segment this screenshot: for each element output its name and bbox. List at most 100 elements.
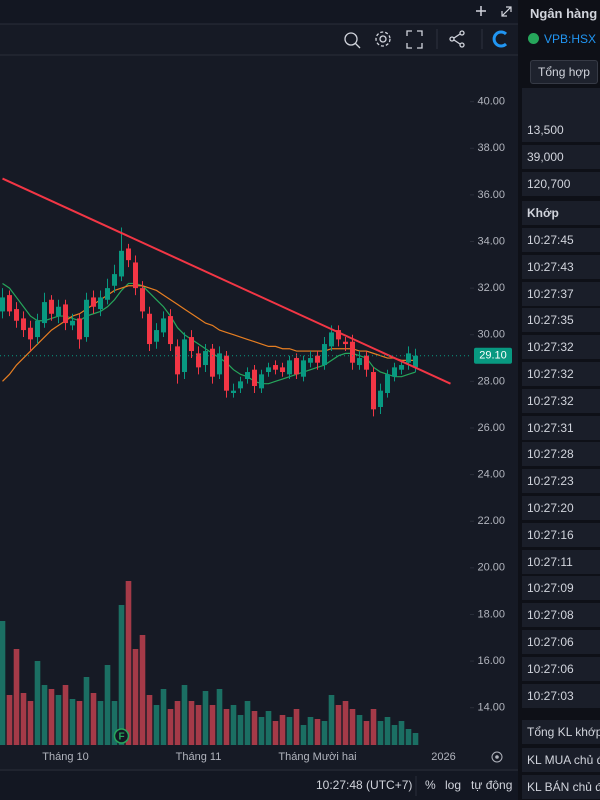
- volume-bar: [167, 709, 174, 745]
- y-tick-label: 24.00: [477, 469, 505, 481]
- summary-label: KL MUA chủ đ: [522, 747, 600, 772]
- volume-bar: [349, 709, 356, 745]
- chart-background: [0, 0, 518, 800]
- zoom-icon[interactable]: [344, 32, 361, 49]
- volume-bar: [146, 695, 153, 745]
- volume-bar: [258, 717, 265, 745]
- symbol[interactable]: VPB:HSX: [544, 32, 597, 46]
- candle-body: [14, 309, 19, 321]
- candle-body: [259, 374, 264, 389]
- volume-bar: [237, 715, 244, 745]
- candle-body: [210, 348, 215, 377]
- candle-body: [0, 297, 5, 312]
- trade-time[interactable]: 10:27:06: [522, 630, 600, 654]
- tab-button[interactable]: Tổng hợp: [530, 60, 598, 84]
- y-tick-label: 20.00: [477, 562, 505, 574]
- candle-body: [392, 367, 397, 377]
- trade-time[interactable]: 10:27:32: [522, 388, 600, 413]
- candle-body: [112, 274, 117, 286]
- volume-bar: [62, 685, 69, 745]
- stat-value: 13,500: [522, 118, 600, 142]
- volume-bar: [272, 721, 279, 745]
- candle-body: [168, 316, 173, 345]
- candle-body: [21, 318, 26, 331]
- top-bar: [0, 0, 518, 24]
- trade-time[interactable]: 10:27:06: [522, 656, 600, 681]
- trade-time[interactable]: 10:27:20: [522, 496, 600, 520]
- volume-bar: [41, 685, 48, 745]
- last-price-tag: [474, 347, 512, 364]
- candle-body: [42, 302, 47, 324]
- volume-bar: [363, 721, 370, 745]
- candle-body: [357, 358, 362, 366]
- volume-bar: [188, 701, 195, 745]
- candle-body: [189, 337, 194, 352]
- trade-time[interactable]: 10:27:16: [522, 522, 600, 547]
- trendline: [2, 177, 451, 385]
- volume-bar: [13, 649, 20, 745]
- auto-toggle[interactable]: tự động: [471, 778, 512, 792]
- status-time: 10:27:48 (UTC+7): [316, 778, 412, 792]
- volume-bar: [111, 701, 118, 745]
- candle-body: [49, 299, 54, 314]
- volume-bar: [405, 729, 412, 745]
- volume-bar: [83, 677, 90, 745]
- trade-time[interactable]: 10:27:11: [522, 549, 600, 574]
- percent-toggle[interactable]: %: [425, 778, 436, 792]
- candle-body: [371, 372, 376, 410]
- volume-bar: [321, 721, 328, 745]
- event-marker: [113, 728, 130, 744]
- y-tick-label: 14.00: [477, 702, 505, 714]
- candle-body: [77, 318, 82, 340]
- trade-time[interactable]: 10:27:43: [522, 254, 600, 279]
- volume-bar: [27, 701, 34, 745]
- matched-header: Khớp: [522, 201, 600, 225]
- trade-time[interactable]: 10:27:32: [522, 362, 600, 386]
- trade-time[interactable]: 10:27:08: [522, 603, 600, 628]
- volume-bar: [356, 715, 363, 745]
- trade-time[interactable]: 10:27:28: [522, 442, 600, 467]
- trade-time[interactable]: 10:27:37: [522, 281, 600, 306]
- candle-body: [350, 341, 355, 363]
- trade-time[interactable]: 10:27:09: [522, 576, 600, 601]
- trade-time[interactable]: 10:27:03: [522, 683, 600, 708]
- candle-body: [63, 304, 68, 324]
- trade-time[interactable]: 10:27:45: [522, 228, 600, 252]
- volume-bar: [97, 701, 104, 745]
- volume-bar: [307, 717, 314, 745]
- log-toggle[interactable]: log: [445, 778, 461, 792]
- candle-body: [28, 327, 33, 340]
- volume-bar: [34, 661, 41, 745]
- volume-bar: [181, 685, 188, 745]
- trade-time[interactable]: 10:27:35: [522, 308, 600, 333]
- volume-bar: [104, 665, 111, 745]
- y-tick-label: 36.00: [477, 189, 505, 201]
- fullscreen-icon[interactable]: [406, 30, 423, 49]
- volume-bar: [223, 709, 230, 745]
- logo-icon[interactable]: [492, 30, 508, 48]
- candle-body: [56, 306, 61, 317]
- trade-time[interactable]: 10:27:23: [522, 469, 600, 494]
- candle-body: [385, 374, 390, 394]
- candle-body: [245, 372, 250, 380]
- volume-bar: [48, 689, 55, 745]
- volume-bar: [20, 693, 27, 745]
- expand-icon[interactable]: [501, 6, 512, 17]
- candle-body: [308, 358, 313, 363]
- trade-time[interactable]: 10:27:31: [522, 415, 600, 440]
- candle-body: [343, 341, 348, 345]
- volume-bar: [209, 705, 216, 745]
- candle-body: [84, 299, 89, 338]
- axis-settings-icon[interactable]: [491, 751, 503, 763]
- y-tick-label: 16.00: [477, 655, 505, 667]
- share-icon[interactable]: [449, 30, 465, 48]
- y-tick-label: 34.00: [477, 235, 505, 247]
- volume-bar: [153, 705, 160, 745]
- settings-icon[interactable]: [375, 31, 391, 47]
- trade-time[interactable]: 10:27:32: [522, 335, 600, 360]
- add-icon[interactable]: [476, 6, 486, 16]
- candle-body: [133, 262, 138, 289]
- panel-cell: [522, 88, 600, 118]
- stat-value: 39,000: [522, 145, 600, 169]
